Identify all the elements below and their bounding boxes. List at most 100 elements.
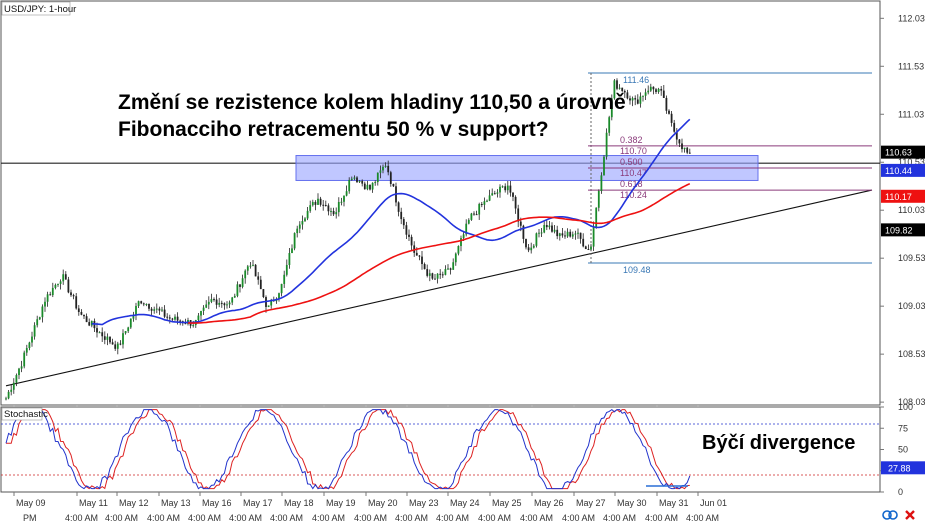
candle-body xyxy=(636,99,639,104)
candle-body xyxy=(478,204,481,215)
time-label: 4:00 AM xyxy=(436,513,469,523)
candle-body xyxy=(462,234,465,239)
candle-body xyxy=(340,201,343,203)
candle-body xyxy=(309,205,312,211)
date-label: May 20 xyxy=(368,498,398,508)
candle-body xyxy=(384,165,387,167)
candle-body xyxy=(441,274,444,276)
price-label: 110.44 xyxy=(885,166,912,176)
date-label: May 31 xyxy=(659,498,689,508)
candle-body xyxy=(155,308,158,310)
candle-body xyxy=(28,342,31,349)
candle-body xyxy=(470,213,473,220)
candle-body xyxy=(257,276,260,280)
candle-body xyxy=(46,294,49,302)
price-label-box xyxy=(881,145,925,159)
candle-body xyxy=(54,284,57,288)
candle-body xyxy=(543,225,546,233)
candle-body xyxy=(140,301,143,304)
candle-body xyxy=(72,295,75,297)
candle-body xyxy=(436,273,439,279)
date-label: May 11 xyxy=(79,498,108,508)
candle-body xyxy=(686,147,689,153)
stoch-y-tick-label: 50 xyxy=(898,445,908,455)
candle-body xyxy=(392,183,395,187)
candle-body xyxy=(239,284,241,287)
candle-body xyxy=(246,266,249,271)
date-label: May 19 xyxy=(326,498,356,508)
candle-body xyxy=(447,268,449,270)
close-icon[interactable] xyxy=(903,508,917,522)
candle-body xyxy=(285,264,288,275)
candle-body xyxy=(116,343,119,349)
divergence-annotation: Býčí divergence xyxy=(702,432,856,454)
candle-body xyxy=(293,233,296,249)
candle-body xyxy=(283,274,286,284)
candle-body xyxy=(33,325,36,337)
candle-body xyxy=(192,325,195,327)
candle-body xyxy=(499,186,501,193)
candle-body xyxy=(410,236,413,246)
fib-price-label: 110.24 xyxy=(620,190,647,200)
candle-body xyxy=(431,273,434,279)
moving-average-red xyxy=(187,182,691,324)
candle-body xyxy=(314,201,317,205)
candle-body xyxy=(405,225,408,235)
candle-body xyxy=(18,368,20,376)
candle-body xyxy=(176,316,179,321)
candle-body xyxy=(129,318,132,328)
price-label: 110.63 xyxy=(885,148,912,158)
candle-body xyxy=(577,232,579,234)
candle-body xyxy=(184,323,187,325)
candle-body xyxy=(387,165,390,173)
candle-body xyxy=(88,322,91,326)
candle-body xyxy=(530,247,533,251)
candle-body xyxy=(236,284,239,296)
candle-body xyxy=(434,278,436,280)
time-label: 4:00 AM xyxy=(520,513,553,523)
candle-body xyxy=(634,98,637,100)
candle-body xyxy=(374,182,377,184)
fib-ratio-label: 0.382 xyxy=(620,135,643,145)
candle-body xyxy=(23,352,26,367)
candle-body xyxy=(83,314,85,317)
trendline xyxy=(5,189,873,387)
candle-body xyxy=(535,233,538,246)
candle-body xyxy=(103,336,106,340)
price-label: 110.17 xyxy=(885,192,912,202)
candle-body xyxy=(330,210,332,212)
candle-body xyxy=(249,265,252,267)
time-label: 4:00 AM xyxy=(65,513,98,523)
candle-body xyxy=(613,80,616,99)
candle-body xyxy=(301,221,304,225)
candle-body xyxy=(168,317,171,319)
candle-body xyxy=(486,200,488,202)
link-icon[interactable] xyxy=(882,510,898,520)
candle-body xyxy=(655,89,657,92)
candle-body xyxy=(587,249,590,251)
candle-body xyxy=(59,281,62,284)
candle-body xyxy=(15,375,18,383)
date-label: May 09 xyxy=(16,498,46,508)
candle-body xyxy=(210,299,213,302)
candle-body xyxy=(343,195,345,202)
candle-body xyxy=(629,98,631,101)
time-label: 4:00 AM xyxy=(686,513,719,523)
candle-body xyxy=(423,264,426,270)
candle-body xyxy=(327,205,330,212)
date-label: Jun 01 xyxy=(700,498,727,508)
date-label: May 16 xyxy=(202,498,232,508)
candle-body xyxy=(324,205,327,207)
date-label: May 30 xyxy=(617,498,647,508)
candle-body xyxy=(142,303,145,305)
candle-body xyxy=(25,348,28,353)
time-label: 4:00 AM xyxy=(188,513,221,523)
candle-body xyxy=(205,304,208,308)
candle-body xyxy=(207,301,210,305)
candle-body xyxy=(488,195,491,201)
candle-body xyxy=(439,273,442,275)
candle-body xyxy=(475,214,478,216)
candle-body xyxy=(616,80,618,89)
date-label: May 26 xyxy=(534,498,564,508)
